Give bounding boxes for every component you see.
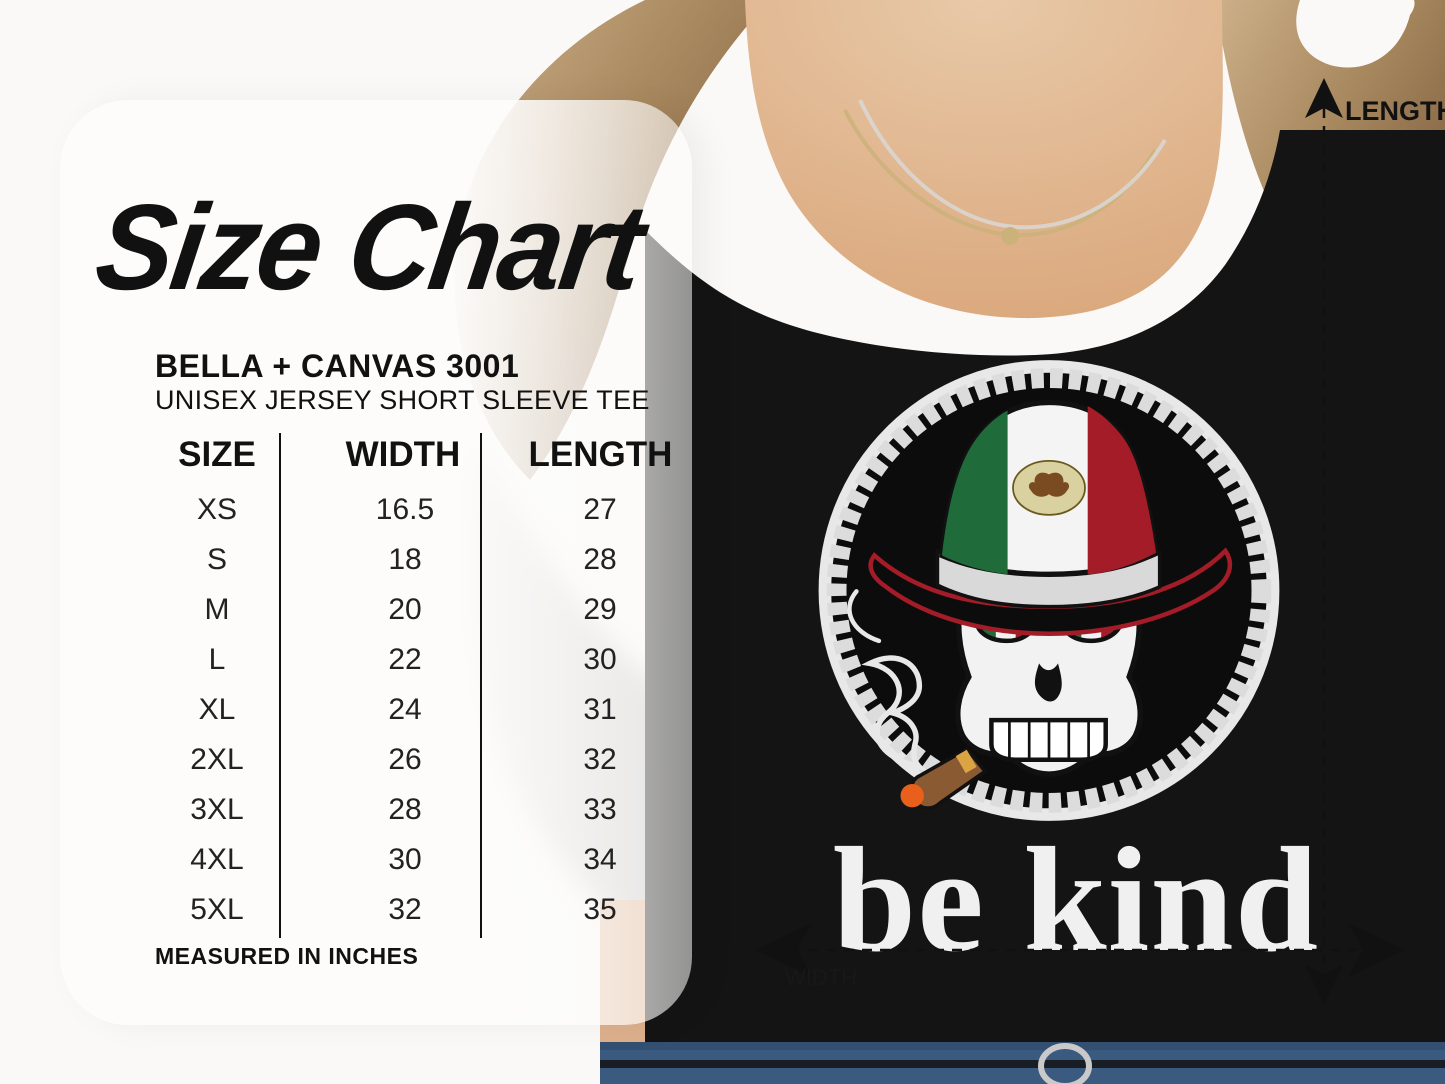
svg-text:be kind: be kind [833, 817, 1319, 983]
svg-text:LENGTH: LENGTH [1345, 96, 1445, 126]
svg-text:WIDTH: WIDTH [785, 965, 857, 990]
